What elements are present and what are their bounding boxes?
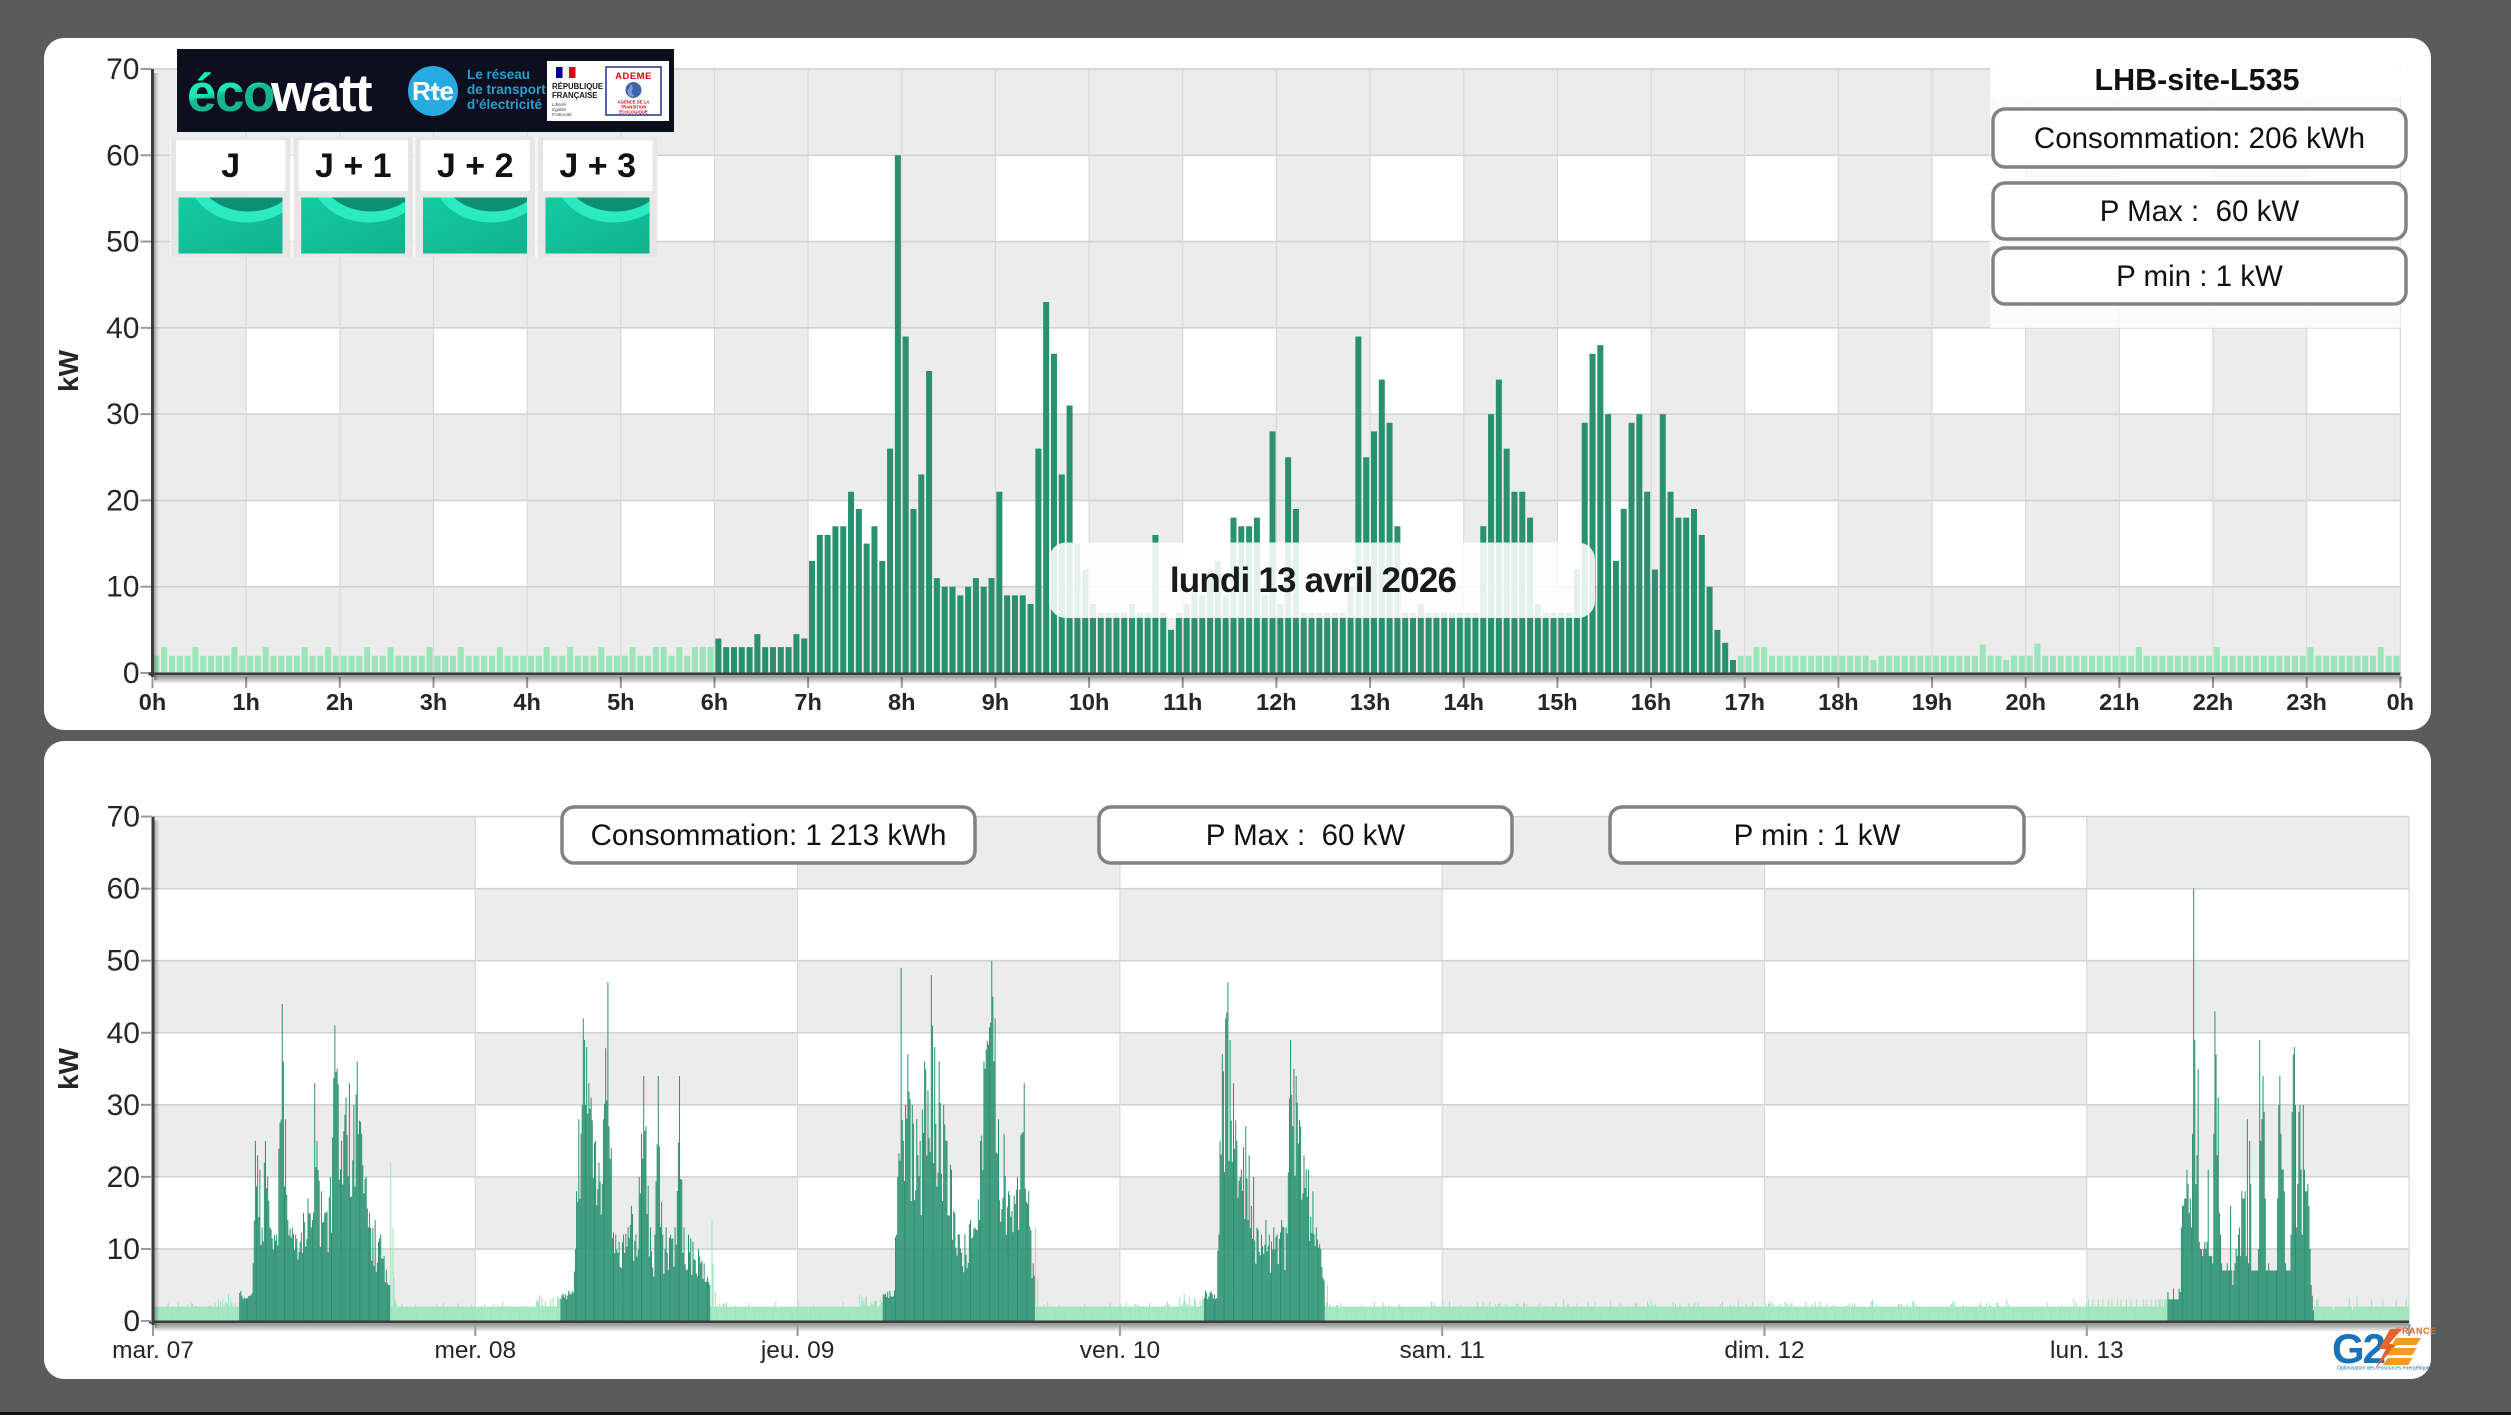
svg-text:21h: 21h bbox=[2099, 689, 2140, 715]
svg-text:10: 10 bbox=[106, 571, 139, 604]
svg-text:Liberté: Liberté bbox=[552, 102, 566, 107]
svg-text:Consommation: 206 kWh: Consommation: 206 kWh bbox=[2034, 122, 2365, 155]
svg-text:P min : 1 kW: P min : 1 kW bbox=[2116, 260, 2283, 293]
svg-text:LHB-site-L535: LHB-site-L535 bbox=[2094, 63, 2299, 97]
svg-text:Optimisation des ressources én: Optimisation des ressources énergétiques bbox=[2337, 1366, 2433, 1372]
svg-text:AGENCE DE LA: AGENCE DE LA bbox=[618, 100, 650, 105]
svg-text:7h: 7h bbox=[794, 689, 821, 715]
svg-text:J + 1: J + 1 bbox=[315, 147, 392, 185]
svg-text:J + 2: J + 2 bbox=[437, 147, 514, 185]
svg-text:J: J bbox=[221, 147, 240, 185]
svg-text:kW: kW bbox=[53, 349, 84, 392]
svg-text:éco: éco bbox=[187, 64, 274, 123]
svg-text:J + 3: J + 3 bbox=[559, 147, 636, 185]
svg-text:11h: 11h bbox=[1163, 689, 1202, 715]
svg-text:P min : 1 kW: P min : 1 kW bbox=[1734, 819, 1901, 852]
svg-text:20: 20 bbox=[107, 1161, 140, 1194]
svg-text:50: 50 bbox=[106, 226, 139, 259]
svg-text:0: 0 bbox=[123, 657, 140, 690]
svg-text:10: 10 bbox=[107, 1233, 140, 1266]
svg-text:13h: 13h bbox=[1350, 689, 1391, 715]
svg-text:Consommation: 1 213 kWh: Consommation: 1 213 kWh bbox=[591, 819, 947, 852]
svg-text:de transport: de transport bbox=[467, 82, 546, 97]
svg-text:ADEME: ADEME bbox=[615, 71, 652, 82]
svg-text:mar. 07: mar. 07 bbox=[112, 1337, 194, 1364]
svg-text:20: 20 bbox=[106, 484, 139, 517]
svg-text:ven. 10: ven. 10 bbox=[1080, 1337, 1160, 1364]
svg-text:ÉCOLOGIQUE: ÉCOLOGIQUE bbox=[619, 110, 648, 115]
svg-text:lundi 13 avril 2026: lundi 13 avril 2026 bbox=[1170, 561, 1457, 600]
svg-text:sam. 11: sam. 11 bbox=[1400, 1337, 1485, 1364]
svg-text:22h: 22h bbox=[2193, 689, 2234, 715]
svg-text:Rte: Rte bbox=[412, 76, 454, 106]
svg-text:G2: G2 bbox=[2332, 1325, 2385, 1372]
svg-text:RÉPUBLIQUE: RÉPUBLIQUE bbox=[552, 82, 603, 91]
svg-text:15h: 15h bbox=[1537, 689, 1578, 715]
svg-text:0h: 0h bbox=[2387, 689, 2414, 715]
svg-text:kW: kW bbox=[53, 1047, 84, 1090]
svg-text:20h: 20h bbox=[2005, 689, 2046, 715]
svg-text:60: 60 bbox=[106, 139, 139, 172]
svg-text:mer. 08: mer. 08 bbox=[434, 1337, 516, 1364]
svg-text:16h: 16h bbox=[1631, 689, 1672, 715]
svg-text:0h: 0h bbox=[139, 689, 166, 715]
svg-text:9h: 9h bbox=[982, 689, 1009, 715]
svg-text:23h: 23h bbox=[2286, 689, 2327, 715]
svg-text:4h: 4h bbox=[513, 689, 540, 715]
svg-text:jeu. 09: jeu. 09 bbox=[760, 1337, 835, 1364]
svg-text:P Max : 60 kW: P Max : 60 kW bbox=[2100, 195, 2300, 228]
svg-text:FRANÇAISE: FRANÇAISE bbox=[552, 91, 597, 100]
svg-text:40: 40 bbox=[106, 312, 139, 345]
svg-text:P Max : 60 kW: P Max : 60 kW bbox=[1206, 819, 1406, 852]
svg-text:50: 50 bbox=[107, 945, 140, 978]
svg-text:Le réseau: Le réseau bbox=[467, 67, 530, 82]
svg-text:TRANSITION: TRANSITION bbox=[621, 105, 647, 110]
svg-text:3h: 3h bbox=[420, 689, 447, 715]
svg-text:Égalité: Égalité bbox=[552, 106, 566, 112]
svg-text:30: 30 bbox=[106, 398, 139, 431]
svg-text:70: 70 bbox=[107, 801, 140, 834]
svg-text:30: 30 bbox=[107, 1089, 140, 1122]
svg-text:40: 40 bbox=[107, 1017, 140, 1050]
svg-text:5h: 5h bbox=[607, 689, 634, 715]
svg-text:8h: 8h bbox=[888, 689, 915, 715]
svg-text:Fraternité: Fraternité bbox=[552, 112, 572, 117]
svg-text:lun. 13: lun. 13 bbox=[2050, 1337, 2124, 1364]
svg-text:60: 60 bbox=[107, 873, 140, 906]
svg-text:12h: 12h bbox=[1256, 689, 1297, 715]
svg-text:dim. 12: dim. 12 bbox=[1724, 1337, 1804, 1364]
svg-text:0: 0 bbox=[123, 1305, 140, 1338]
svg-text:d’électricité: d’électricité bbox=[467, 97, 543, 112]
svg-text:19h: 19h bbox=[1912, 689, 1953, 715]
svg-text:watt: watt bbox=[270, 64, 372, 123]
svg-text:14h: 14h bbox=[1443, 689, 1484, 715]
svg-text:FRANCE: FRANCE bbox=[2396, 1326, 2437, 1336]
svg-text:70: 70 bbox=[106, 53, 139, 86]
svg-text:6h: 6h bbox=[701, 689, 728, 715]
svg-text:10h: 10h bbox=[1069, 689, 1110, 715]
svg-text:17h: 17h bbox=[1724, 689, 1765, 715]
svg-text:1h: 1h bbox=[232, 689, 259, 715]
svg-text:2h: 2h bbox=[326, 689, 353, 715]
svg-text:18h: 18h bbox=[1818, 689, 1859, 715]
